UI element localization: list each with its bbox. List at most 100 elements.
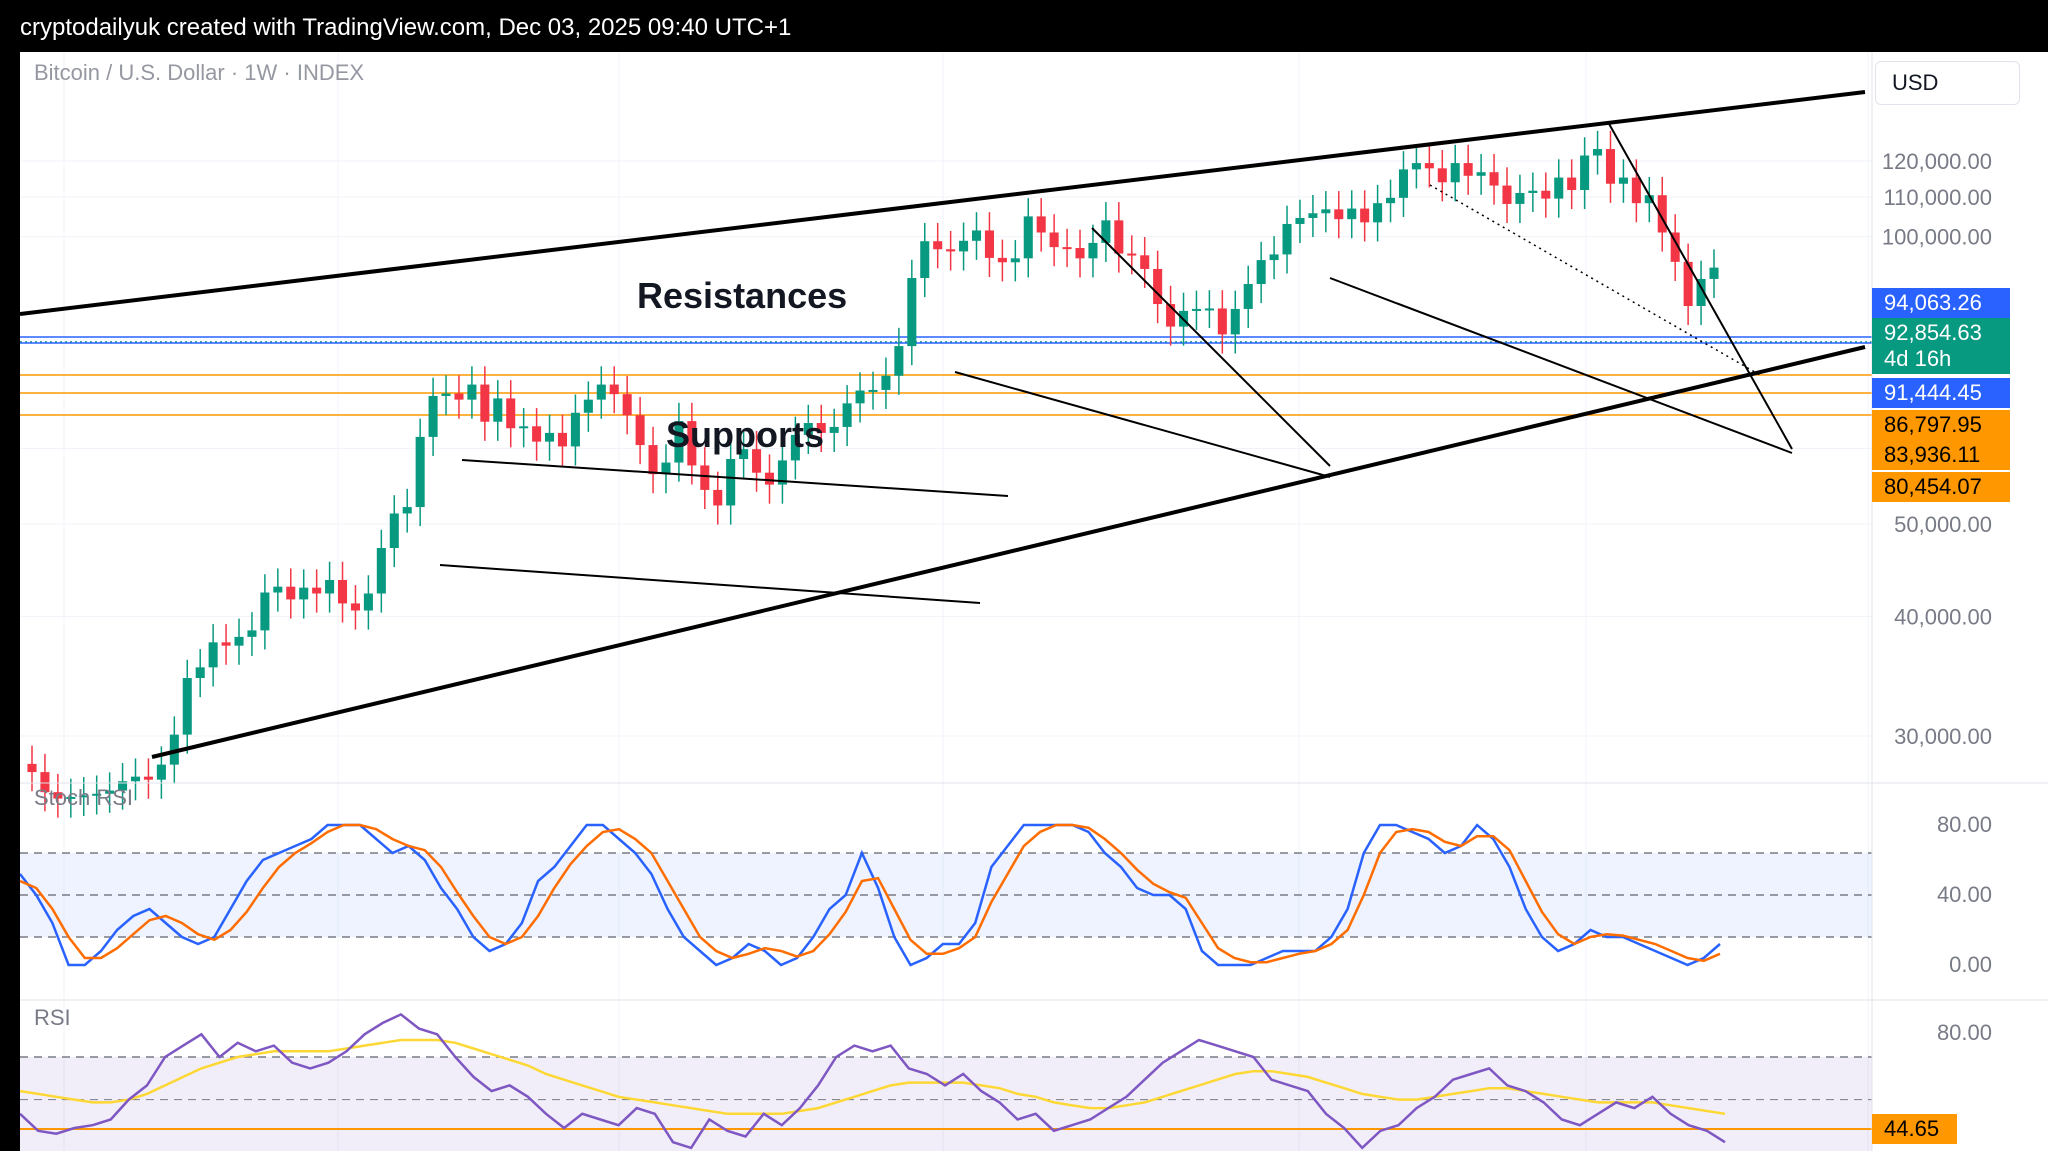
candle-body	[53, 792, 63, 799]
candle-body	[622, 394, 632, 416]
supports-annotation: Supports	[666, 414, 824, 455]
candle-body	[868, 389, 878, 392]
attribution-caption: cryptodailyuk created with TradingView.c…	[20, 14, 792, 41]
candle-body	[596, 384, 606, 400]
candle-body	[79, 795, 89, 798]
candle-body	[1217, 308, 1227, 335]
current-price-value: 92,854.63	[1884, 320, 1982, 345]
candle-body	[894, 346, 904, 376]
candle-body	[1075, 247, 1085, 259]
candle-body	[609, 384, 619, 395]
candle-body	[1140, 255, 1150, 269]
candle-body	[726, 459, 736, 506]
candle-body	[1360, 208, 1370, 223]
candle-body	[467, 384, 477, 400]
candle-body	[790, 434, 800, 461]
candle-body	[777, 460, 787, 485]
candle-body	[1334, 209, 1344, 220]
candle-body	[118, 781, 128, 791]
candle-body	[325, 579, 335, 594]
candle-body	[92, 793, 102, 796]
candle-body	[1644, 195, 1654, 204]
candle-body	[1528, 190, 1538, 193]
candle-body	[1605, 149, 1616, 184]
candle-body	[519, 426, 529, 429]
chart-panel[interactable]: 30,000.0040,000.0050,000.0060,000.00100,…	[20, 52, 2048, 1151]
support-label-86797: 86,797.95	[1872, 410, 2010, 440]
support-label-83936: 83,936.11	[1872, 440, 2010, 470]
candle-body	[1709, 267, 1719, 279]
candle-body	[1153, 268, 1163, 305]
price-label-94063: 94,063.26	[1872, 288, 2010, 318]
candle-body	[156, 764, 166, 780]
current-price-label: 92,854.63 4d 16h	[1872, 318, 2010, 374]
candle-body	[1114, 220, 1124, 254]
candle-body	[66, 796, 76, 799]
y-tick-label: 50,000.00	[1894, 512, 1992, 537]
candle-body	[1424, 163, 1434, 169]
rsi-line	[20, 1012, 1726, 1150]
candle-body	[130, 776, 141, 782]
channel-lower-line	[151, 345, 1866, 759]
candle-body	[1398, 169, 1409, 198]
dotted-trend-line	[1429, 184, 1761, 376]
topbar: cryptodailyuk created with TradingView.c…	[0, 0, 2048, 52]
candle-body	[1230, 308, 1240, 335]
candle-body	[299, 587, 309, 600]
support-label-80454: 80,454.07	[1872, 472, 2010, 502]
candle-body	[1256, 260, 1266, 285]
candle-body	[1308, 213, 1318, 218]
candle-body	[1036, 216, 1046, 233]
candle-body	[855, 390, 865, 404]
candle-body	[1502, 185, 1512, 204]
candle-body	[1088, 242, 1098, 259]
candle-body	[286, 586, 296, 600]
candle-body	[1321, 209, 1331, 214]
candle-body	[1450, 163, 1460, 183]
rsi-ma-line	[20, 1038, 1726, 1116]
candle-body	[195, 667, 205, 679]
candle-body	[674, 421, 684, 463]
candle-body	[454, 393, 464, 400]
candle-body	[350, 603, 360, 611]
candle-body	[27, 763, 37, 773]
candle-body	[1593, 149, 1603, 156]
candle-body	[1489, 172, 1499, 186]
candle-body	[1580, 155, 1590, 190]
candle-body	[441, 393, 451, 396]
candle-body	[1101, 220, 1111, 243]
candle-body	[648, 445, 658, 475]
candle-body	[997, 257, 1007, 263]
candle-body	[752, 449, 762, 473]
flag-lower-line	[439, 564, 981, 604]
candle-body	[312, 587, 322, 594]
chart-canvas[interactable]: 30,000.0040,000.0050,000.0060,000.00100,…	[20, 52, 2048, 1151]
stoch-k-line	[20, 823, 1721, 967]
candle-body	[234, 636, 244, 646]
candle-body	[337, 579, 348, 604]
candle-body	[635, 415, 645, 446]
candle-body	[1567, 177, 1577, 190]
candle-body	[661, 462, 671, 475]
candle-body	[907, 278, 917, 347]
candle-body	[208, 642, 218, 668]
candle-body	[105, 790, 115, 794]
stoch-tick-label: 40.00	[1937, 882, 1992, 907]
candle-body	[480, 384, 490, 422]
candle-body	[1243, 284, 1253, 309]
y-tick-label: 100,000.00	[1882, 225, 1992, 250]
candle-body	[1127, 253, 1137, 256]
price-label-91444: 91,444.45	[1872, 378, 2010, 408]
channel-upper-line	[20, 90, 1866, 316]
currency-selector[interactable]: USD	[1875, 61, 2020, 105]
candle-body	[1347, 208, 1357, 220]
wedge1-lower-line	[954, 371, 1331, 478]
candle-body	[1683, 261, 1693, 306]
candle-body	[829, 426, 839, 433]
candle-body	[971, 230, 982, 241]
wedge1-upper-line	[1091, 227, 1331, 467]
candle-body	[182, 678, 192, 735]
candle-body	[700, 465, 710, 490]
candle-body	[984, 230, 994, 258]
candle-body	[816, 423, 826, 433]
